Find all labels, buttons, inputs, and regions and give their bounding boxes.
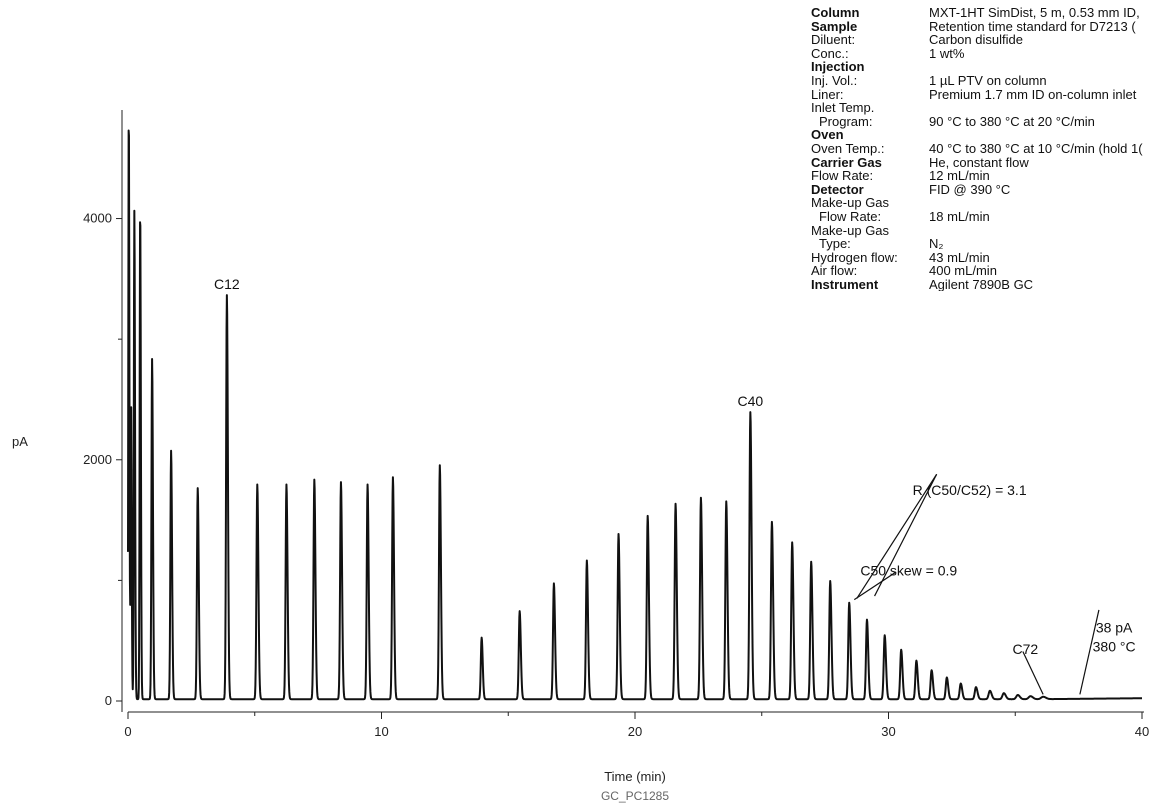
condition-value: 12 mL/min bbox=[929, 168, 990, 184]
peak-label: C12 bbox=[214, 276, 240, 292]
condition-label: Inj. Vol.: bbox=[811, 72, 858, 88]
condition-value: 43 mL/min bbox=[929, 249, 990, 265]
condition-row: Sample Retention time standard for D7213 … bbox=[811, 18, 1151, 34]
condition-label: Injection bbox=[811, 59, 865, 75]
condition-value: Retention time standard for D7213 ( bbox=[929, 18, 1136, 34]
condition-label: Program: bbox=[819, 113, 873, 129]
annotation-leader-line bbox=[853, 571, 897, 601]
condition-value: 1 µL PTV on column bbox=[929, 72, 1047, 88]
y-tick-label: 2000 bbox=[83, 452, 112, 467]
condition-row: Detector FID @ 390 °C bbox=[811, 183, 1151, 197]
condition-value: Agilent 7890B GC bbox=[929, 276, 1034, 292]
condition-label: Instrument bbox=[811, 276, 879, 292]
annotation-leader-line bbox=[856, 473, 938, 599]
y-tick-label: 0 bbox=[105, 693, 112, 708]
annotation-leader-line bbox=[874, 473, 938, 597]
condition-label: Sample bbox=[811, 18, 858, 34]
condition-label: Oven bbox=[811, 127, 844, 143]
y-axis: 0 2000 4000 pA bbox=[12, 110, 123, 712]
condition-label: Diluent: bbox=[811, 32, 856, 48]
condition-label: Conc.: bbox=[811, 45, 849, 61]
condition-value: 18 mL/min bbox=[929, 208, 990, 224]
x-tick-label: 0 bbox=[124, 724, 131, 739]
condition-value: MXT-1HT SimDist, 5 m, 0.53 mm ID, bbox=[929, 6, 1140, 20]
condition-value: FID @ 390 °C bbox=[929, 181, 1011, 197]
x-tick-label: 30 bbox=[881, 724, 895, 739]
condition-label: Carrier Gas bbox=[811, 154, 882, 170]
condition-label: Air flow: bbox=[811, 263, 858, 279]
condition-row: Oven bbox=[811, 128, 1151, 142]
condition-value: 90 °C to 380 °C at 20 °C/min bbox=[929, 113, 1095, 129]
condition-row: Inlet Temp. bbox=[811, 101, 1151, 115]
condition-row: Type: N₂ bbox=[811, 237, 1151, 251]
condition-row: Conc.: 1 wt% bbox=[811, 47, 1151, 61]
condition-row: Program: 90 °C to 380 °C at 20 °C/min bbox=[811, 115, 1151, 129]
x-axis: 0 10 20 30 40 Time (min) bbox=[124, 711, 1149, 784]
condition-label: Flow Rate: bbox=[811, 168, 874, 184]
peak-label: C40 bbox=[737, 393, 763, 409]
annotation-label: C50 skew = 0.9 bbox=[860, 563, 957, 579]
condition-row: Inj. Vol.: 1 µL PTV on column bbox=[811, 74, 1151, 88]
chromatogram-trace bbox=[127, 129, 1143, 701]
condition-label: Type: bbox=[819, 236, 851, 252]
condition-row: Column MXT-1HT SimDist, 5 m, 0.53 mm ID, bbox=[811, 6, 1151, 20]
condition-label: Make-up Gas bbox=[811, 222, 890, 238]
condition-row: Liner: Premium 1.7 mm ID on-column inlet bbox=[811, 86, 1151, 102]
condition-label: Liner: bbox=[811, 86, 844, 102]
condition-value: Carbon disulfide bbox=[929, 32, 1023, 48]
condition-row: Flow Rate: 18 mL/min bbox=[811, 210, 1151, 224]
y-axis-label: pA bbox=[12, 434, 28, 449]
condition-row: Carrier Gas He, constant flow bbox=[811, 154, 1151, 170]
x-tick-label: 10 bbox=[374, 724, 388, 739]
condition-label: Inlet Temp. bbox=[811, 100, 875, 116]
annotation-label: R (C50/C52) = 3.1 bbox=[913, 482, 1027, 498]
condition-row: Hydrogen flow: 43 mL/min bbox=[811, 251, 1151, 265]
x-tick-label: 20 bbox=[628, 724, 642, 739]
condition-row: Instrument Agilent 7890B GC bbox=[811, 278, 1151, 292]
x-axis-label: Time (min) bbox=[604, 769, 666, 784]
condition-value: N₂ bbox=[929, 236, 944, 252]
condition-label: Flow Rate: bbox=[819, 208, 882, 224]
condition-row: Make-up Gas bbox=[811, 196, 1151, 210]
figure-id: GC_PC1285 bbox=[601, 789, 669, 803]
condition-value: 1 wt% bbox=[929, 45, 965, 61]
condition-row: Flow Rate: 12 mL/min bbox=[811, 169, 1151, 183]
annotation-label: C72 bbox=[1013, 641, 1039, 657]
annotation-label: 38 pA bbox=[1096, 619, 1133, 635]
condition-row: Air flow: 400 mL/min bbox=[811, 264, 1151, 278]
condition-label: Hydrogen flow: bbox=[811, 249, 898, 265]
condition-value: He, constant flow bbox=[929, 154, 1029, 170]
condition-row: Injection bbox=[811, 60, 1151, 74]
condition-row: Oven Temp.: 40 °C to 380 °C at 10 °C/min … bbox=[811, 142, 1151, 156]
condition-label: Oven Temp.: bbox=[811, 140, 885, 156]
method-conditions-panel: Column MXT-1HT SimDist, 5 m, 0.53 mm ID, S… bbox=[811, 6, 1151, 291]
x-tick-label: 40 bbox=[1135, 724, 1149, 739]
condition-row: Make-up Gas bbox=[811, 222, 1151, 238]
condition-label: Column bbox=[811, 6, 860, 20]
condition-value: 400 mL/min bbox=[929, 263, 997, 279]
annotation-leader-line bbox=[1022, 651, 1044, 695]
annotation-leader-line bbox=[1079, 609, 1100, 695]
condition-value: Premium 1.7 mm ID on-column inlet bbox=[929, 86, 1137, 102]
condition-label: Detector bbox=[811, 181, 864, 197]
condition-label: Make-up Gas bbox=[811, 195, 890, 211]
condition-value: 40 °C to 380 °C at 10 °C/min (hold 1( bbox=[929, 140, 1143, 156]
condition-row: Diluent: Carbon disulfide bbox=[811, 33, 1151, 47]
y-tick-label: 4000 bbox=[83, 211, 112, 226]
annotation-label: 380 °C bbox=[1093, 638, 1136, 654]
